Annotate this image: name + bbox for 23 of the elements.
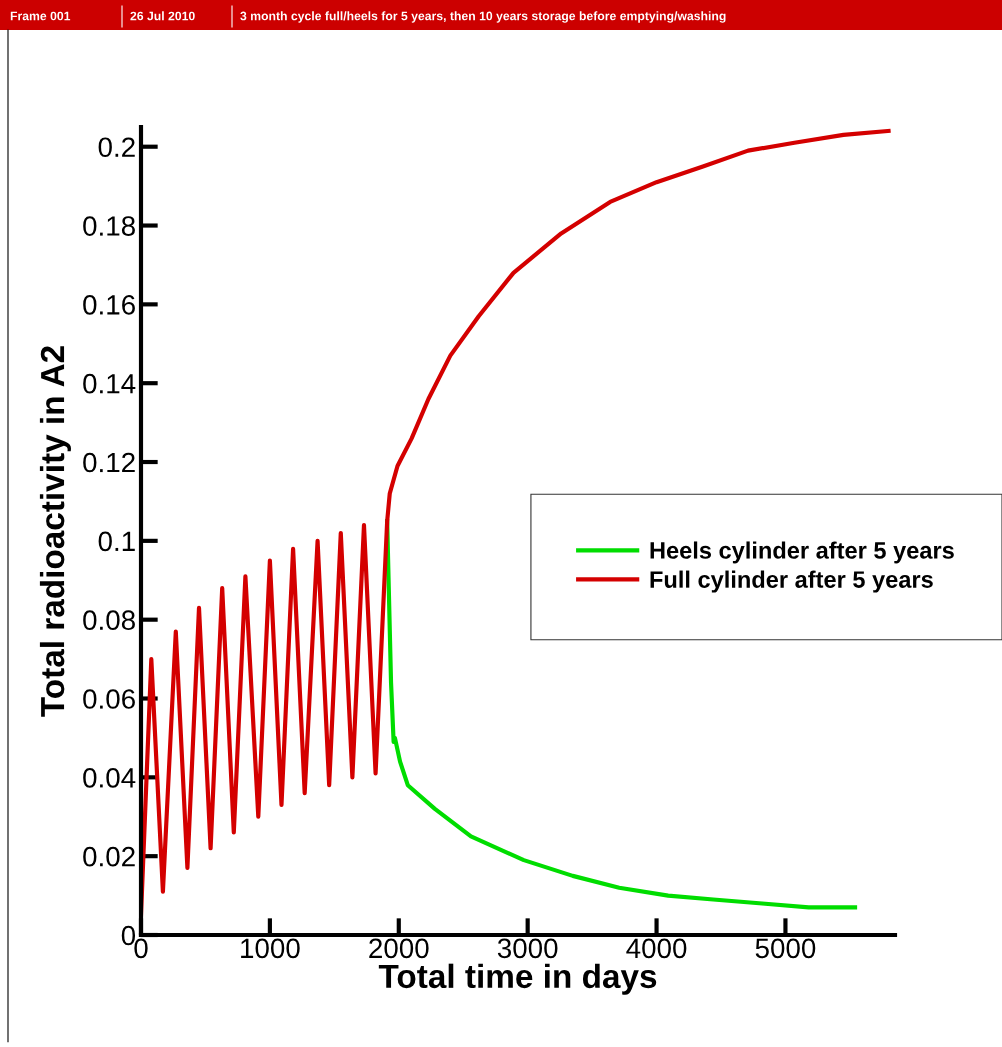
x-tick-label: 3000 <box>497 938 558 959</box>
text: 26 Jul 2010 <box>130 11 195 21</box>
y-tick-label: 0.06 <box>83 689 135 709</box>
y-tick-label: 0.04 <box>83 768 136 788</box>
chart-title: 3 month cycle full/heels for 5 years, then 10 years storage before emptying/washing <box>240 11 726 23</box>
y-tick-label: 0.16 <box>83 295 135 315</box>
y-tick-label: 0.12 <box>83 452 135 473</box>
legend-label: Full cylinder after 5 years <box>650 570 933 593</box>
y-tick-label: 0.18 <box>83 216 135 236</box>
y-tick-label: 0.14 <box>83 373 136 394</box>
y-tick-label: 0.08 <box>83 610 135 631</box>
y-tick-label: 0.02 <box>83 846 135 867</box>
y-tick-label: 0.2 <box>98 137 135 158</box>
x-tick-label: 4000 <box>626 938 687 959</box>
text: Frame 001 <box>10 11 71 21</box>
y-tick-label: 0.1 <box>98 531 135 552</box>
x-tick-label: 2000 <box>369 938 429 959</box>
legend-label: Heels cylinder after 5 years <box>650 541 954 564</box>
x-axis-title: Total time in days <box>378 963 657 995</box>
x-tick-label: 5000 <box>755 938 816 959</box>
y-tick-label: 0 <box>121 925 136 946</box>
y-axis-title: Total radioactivity in A2 <box>39 346 71 717</box>
x-tick-label: 1000 <box>241 938 300 959</box>
